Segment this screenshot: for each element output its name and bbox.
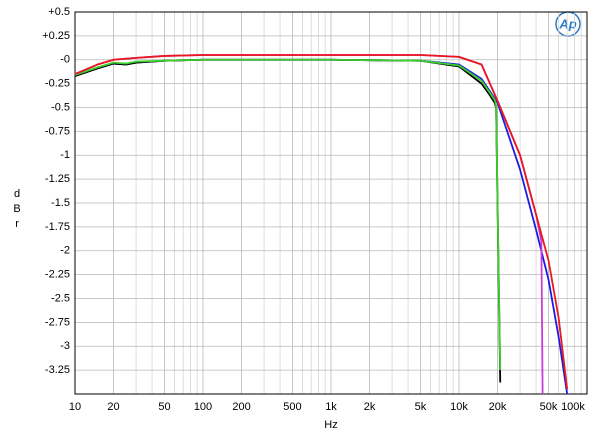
y-tick-label: -0.75 <box>45 125 70 137</box>
x-tick-label: 100k <box>561 401 585 413</box>
y-tick-label: -1 <box>60 149 70 161</box>
y-tick-label: -0.5 <box>51 101 70 113</box>
series-line <box>74 58 502 383</box>
x-tick-label: 50 <box>158 401 170 413</box>
y-tick-label: +0.25 <box>42 30 70 42</box>
y-tick-label: -1.25 <box>45 173 70 185</box>
y-tick-label: -2.75 <box>45 316 70 328</box>
y-tick-label: -0.25 <box>45 78 70 90</box>
x-tick-label: 50k <box>540 401 558 413</box>
x-tick-label: 200 <box>232 401 250 413</box>
x-tick-label: 10 <box>69 401 81 413</box>
x-tick-label: 500 <box>283 401 301 413</box>
y-tick-label: -3.25 <box>45 364 70 376</box>
x-tick-label: 100 <box>194 401 212 413</box>
y-tick-label: -2.25 <box>45 269 70 281</box>
x-tick-label: 20k <box>489 401 507 413</box>
y-tick-label: -0 <box>60 54 70 66</box>
x-tick-label: 2k <box>364 401 376 413</box>
series-line <box>74 54 544 395</box>
x-tick-label: 20 <box>107 401 119 413</box>
x-axis-label: Hz <box>324 419 337 431</box>
y-tick-label: -2 <box>60 245 70 257</box>
x-tick-label: 5k <box>415 401 427 413</box>
series-line <box>74 54 569 390</box>
plot-frame <box>74 11 588 395</box>
y-axis-label: dBr <box>11 188 23 233</box>
x-tick-label: 10k <box>450 401 468 413</box>
y-tick-label: -1.5 <box>51 197 70 209</box>
y-tick-label: -1.75 <box>45 221 70 233</box>
y-tick-label: -2.5 <box>51 292 70 304</box>
y-tick-label: +0.5 <box>48 6 70 18</box>
series-line <box>74 58 502 371</box>
x-tick-label: 1k <box>325 401 337 413</box>
y-tick-label: -3 <box>60 340 70 352</box>
